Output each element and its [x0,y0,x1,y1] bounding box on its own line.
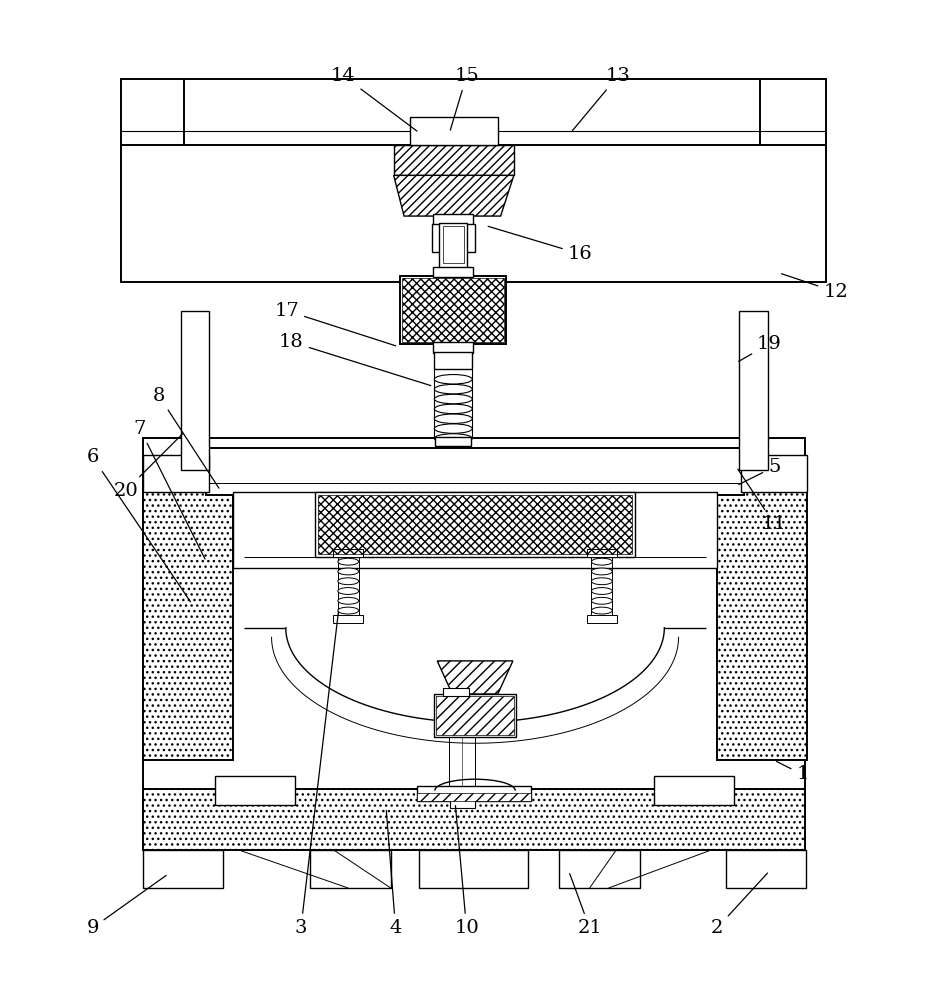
Ellipse shape [434,394,472,404]
Bar [434,352,472,369]
Text: 5: 5 [739,458,781,485]
Text: 12: 12 [782,274,848,301]
Ellipse shape [434,404,472,414]
Bar [439,223,467,268]
Ellipse shape [338,578,359,585]
Ellipse shape [434,424,472,433]
Ellipse shape [591,588,612,594]
Bar [433,342,473,353]
Ellipse shape [338,597,359,604]
Bar [443,226,464,263]
Text: 14: 14 [331,67,417,131]
Bar [232,492,718,568]
Bar [402,278,505,342]
Bar [333,615,364,623]
Text: 15: 15 [450,67,479,130]
Text: 8: 8 [152,387,219,488]
Text: 7: 7 [134,420,205,559]
Text: 16: 16 [488,226,592,263]
Bar [559,850,640,888]
Bar [121,79,826,282]
Bar [143,472,232,760]
Bar [739,311,767,470]
Ellipse shape [434,414,472,423]
Ellipse shape [591,578,612,585]
Text: 21: 21 [569,874,602,937]
Bar [586,549,617,557]
Bar [143,850,224,888]
Bar [725,850,806,888]
Text: 20: 20 [113,434,183,500]
Bar [435,437,471,446]
Ellipse shape [591,558,612,565]
Text: 6: 6 [87,448,190,602]
Bar [143,438,805,850]
Bar [333,549,364,557]
Bar [310,850,391,888]
Text: 17: 17 [274,302,396,346]
Bar [741,455,807,492]
Bar [433,267,473,277]
Bar [143,789,805,850]
Bar [143,455,209,492]
Bar [417,793,531,801]
Ellipse shape [338,588,359,594]
Ellipse shape [338,558,359,565]
Text: 13: 13 [572,67,630,131]
Bar [394,145,514,175]
Bar [450,798,475,808]
Bar [433,214,473,226]
Bar [436,696,514,735]
Bar [318,495,632,554]
Text: 18: 18 [279,333,430,386]
Text: 19: 19 [739,335,782,361]
Text: 4: 4 [387,810,402,937]
Bar [207,448,744,495]
Bar [419,850,528,888]
Ellipse shape [591,607,612,614]
Text: 1: 1 [777,762,808,783]
Text: 3: 3 [295,612,339,937]
Polygon shape [437,661,513,694]
Bar [718,472,807,760]
Ellipse shape [338,568,359,575]
Text: 11: 11 [738,469,786,533]
Ellipse shape [434,384,472,394]
Bar [315,492,635,557]
Bar [434,694,516,737]
Text: 9: 9 [87,875,167,937]
Bar [400,276,506,344]
Bar [409,117,498,145]
Ellipse shape [434,375,472,384]
Ellipse shape [591,568,612,575]
Ellipse shape [591,597,612,604]
Bar [654,776,734,805]
Bar [181,311,209,470]
Bar [417,786,531,801]
Ellipse shape [338,607,359,614]
Bar [431,224,475,252]
Bar [443,688,469,696]
Bar [586,615,617,623]
Text: 2: 2 [711,873,767,937]
Text: 10: 10 [454,806,479,937]
Bar [215,776,295,805]
Ellipse shape [434,434,472,443]
Polygon shape [394,175,514,216]
